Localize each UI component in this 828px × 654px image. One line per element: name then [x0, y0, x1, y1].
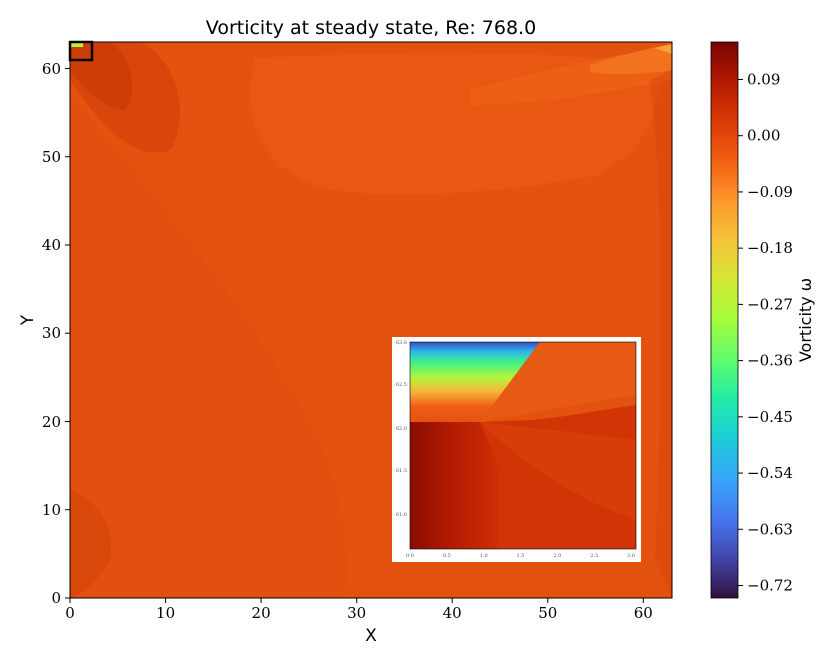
inset-x-tick-label: 2.0 — [553, 553, 561, 559]
inset-x-tick-label: 1.5 — [517, 553, 525, 559]
colorbar-tick-label: −0.63 — [747, 520, 793, 538]
colorbar-tick-label: 0.09 — [747, 70, 780, 88]
y-tick-label: 60 — [42, 60, 61, 78]
x-tick-label: 30 — [347, 604, 366, 622]
plot-frame — [69, 41, 673, 599]
colorbar-tick-label: −0.45 — [747, 408, 793, 426]
inset-x-tick-label: 0.5 — [443, 553, 451, 559]
x-tick: 30 — [347, 598, 366, 622]
x-tick: 20 — [252, 598, 271, 622]
x-tick: 40 — [443, 598, 462, 622]
y-tick-label: 50 — [42, 148, 61, 166]
inset-y-tick-label: 62.5 — [396, 382, 407, 388]
inset-x-tick-label: 0.0 — [406, 553, 414, 559]
colorbar-tick-label: −0.18 — [747, 239, 793, 257]
colorbar-tick-label: −0.54 — [747, 464, 793, 482]
field-region-left-band — [70, 92, 347, 598]
inset-frame — [409, 341, 637, 550]
x-tick-label: 20 — [252, 604, 271, 622]
plot-area — [70, 42, 672, 598]
x-tick-label: 60 — [634, 604, 653, 622]
inset-y-tick-label: 61.0 — [396, 512, 407, 518]
inset-y-tick-label: 62.0 — [396, 426, 407, 432]
colorbar-tick-label: −0.09 — [747, 183, 793, 201]
inset-y-axis: 61.0 61.5 62.0 62.5 63.0 — [396, 340, 407, 518]
zoom-indicator-box — [68, 40, 94, 62]
x-tick-label: 50 — [538, 604, 557, 622]
y-axis: 0 10 20 30 40 50 60 — [42, 60, 70, 607]
chart-title: Vorticity at steady state, Re: 768.0 — [206, 17, 536, 39]
x-tick: 10 — [156, 598, 175, 622]
y-tick-label: 30 — [42, 324, 61, 342]
inset-field — [410, 342, 636, 549]
colorbar: −0.72 −0.63 −0.54 −0.45 −0.36 −0.27 −0.18 −0.09… — [710, 41, 815, 599]
y-axis-label: Y — [18, 314, 38, 326]
x-tick: 0 — [65, 598, 75, 622]
x-tick-label: 10 — [156, 604, 175, 622]
inset-zoom: 0.0 0.5 1.0 1.5 2.0 2.5 3.0 61.0 61.5 62… — [392, 337, 641, 562]
colorbar-label: Vorticity ω — [796, 278, 815, 362]
y-tick: 0 — [51, 589, 70, 607]
y-tick: 10 — [42, 501, 70, 519]
x-axis: 0 10 20 30 40 50 60 — [65, 598, 653, 622]
y-tick-label: 10 — [42, 501, 61, 519]
y-tick-label: 20 — [42, 413, 61, 431]
field-corner-vortex — [70, 42, 83, 47]
y-tick: 20 — [42, 413, 70, 431]
y-tick: 30 — [42, 324, 70, 342]
colorbar-tick-label: −0.36 — [747, 352, 793, 370]
y-tick-label: 40 — [42, 236, 61, 254]
colorbar-tick-label: 0.00 — [747, 127, 780, 145]
inset-x-axis: 0.0 0.5 1.0 1.5 2.0 2.5 3.0 — [406, 553, 635, 559]
inset-y-tick-label: 63.0 — [396, 340, 407, 346]
x-tick-label: 0 — [65, 604, 75, 622]
y-tick: 50 — [42, 148, 70, 166]
inset-y-tick-label: 61.5 — [396, 468, 407, 474]
field-region-top-right-blob — [590, 44, 672, 75]
field-region-top-right-hot — [655, 44, 672, 54]
inset-x-tick-label: 2.5 — [590, 553, 598, 559]
y-tick-label: 0 — [51, 589, 61, 607]
colorbar-gradient — [710, 41, 739, 599]
colorbar-ticks: −0.72 −0.63 −0.54 −0.45 −0.36 −0.27 −0.18 −0.09… — [738, 70, 793, 595]
inset-x-tick-label: 3.0 — [627, 553, 635, 559]
x-axis-label: X — [365, 626, 377, 646]
y-tick: 60 — [42, 60, 70, 78]
colorbar-tick-label: −0.27 — [747, 295, 793, 313]
y-tick: 40 — [42, 236, 70, 254]
x-tick: 50 — [538, 598, 557, 622]
x-tick: 60 — [634, 598, 653, 622]
inset-x-tick-label: 1.0 — [480, 553, 488, 559]
field-region-right-edge — [650, 70, 672, 598]
colorbar-tick-label: −0.72 — [747, 577, 793, 595]
field-region-bottom-left — [70, 490, 111, 598]
x-tick-label: 40 — [443, 604, 462, 622]
